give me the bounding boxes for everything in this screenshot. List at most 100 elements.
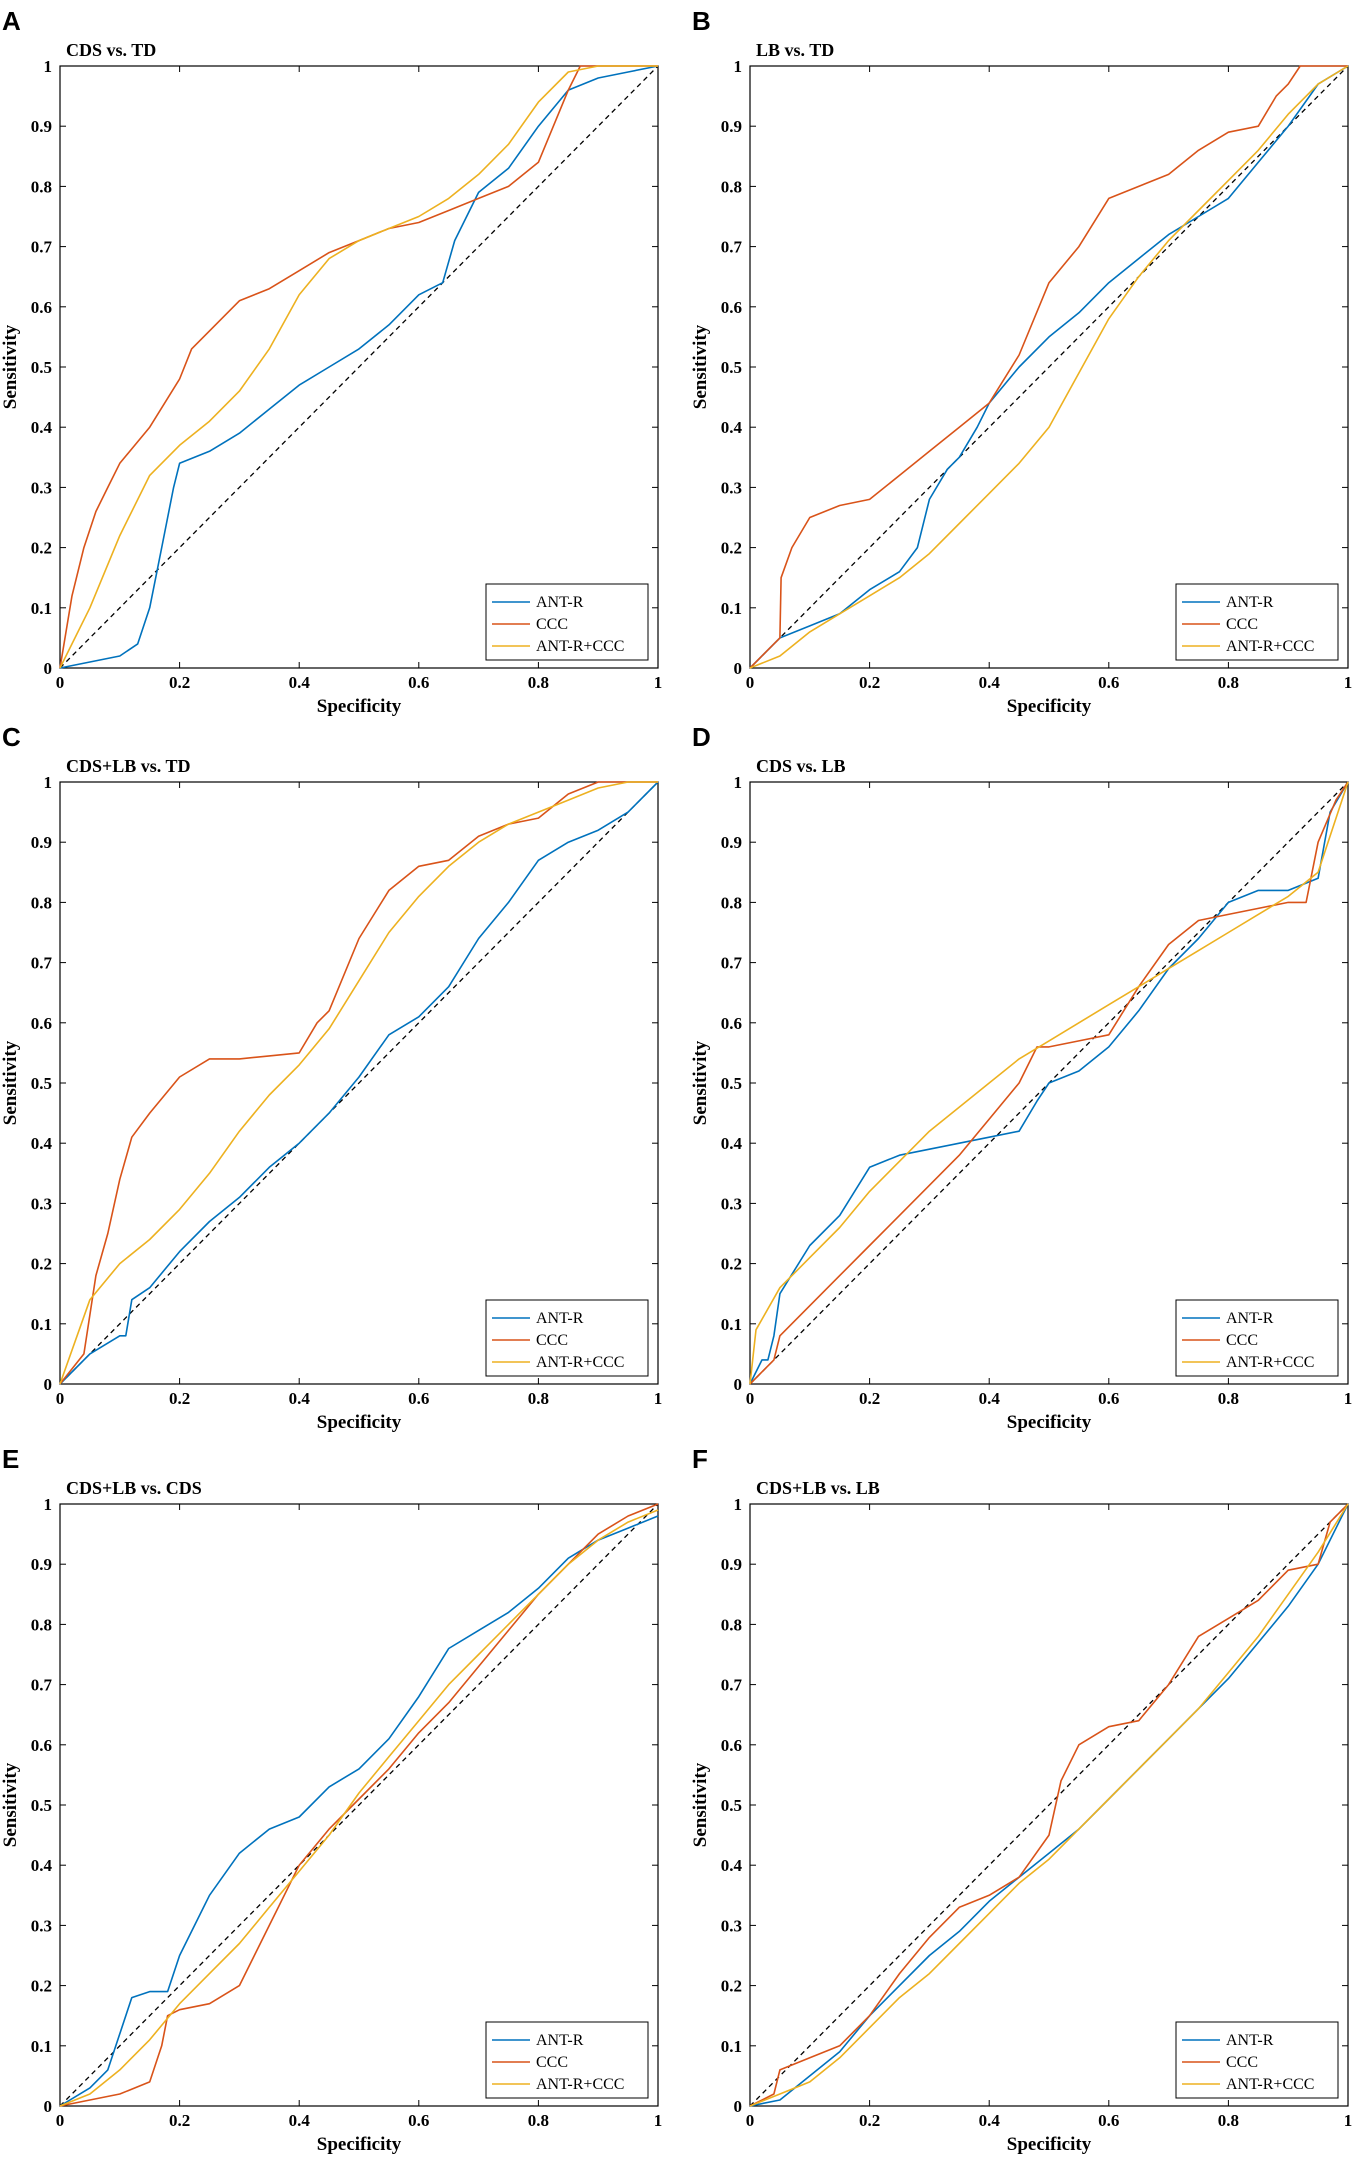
panel-e-xtick-label: 0.4 (289, 2111, 311, 2130)
panel-a-series-ant-r (59, 65, 659, 669)
panel-c-series-ant-r-ccc (59, 781, 658, 1385)
panel-d-title: CDS vs. LB (756, 756, 846, 776)
panel-d-series-ant-r-ccc (749, 781, 1349, 1385)
panel-d-legend (1175, 1299, 1339, 1377)
panel-f-group: F 0 0.1 0.2 0.3 0.4 0.5 0.6 0.7 0.8 0.9 1 0 0.2 0.4 0.6… (690, 1444, 1352, 2155)
panel-d-ytick-label: 0.2 (721, 1255, 742, 1274)
panel-e-xtick-label: 0 (56, 2111, 65, 2130)
panel-f-xtick-label: 0.8 (1218, 2111, 1239, 2130)
panel-c-group: C 0 0.1 0.2 0.3 0.4 0.5 0.6 0.7 0.8 0.9 1 0 0.2 0.4 0.6… (0, 722, 662, 1433)
panel-b-legend-label: ANT-R (1226, 594, 1274, 611)
panel-f-ytick-label: 0.3 (721, 1916, 742, 1935)
panel-a-xtick-label: 0 (56, 673, 65, 692)
panel-b-xtick-label: 0.6 (1098, 673, 1119, 692)
panel-a-title: CDS vs. TD (66, 40, 156, 60)
panel-b-series-ccc (749, 65, 1348, 669)
panel-c-ytick-label: 0.7 (31, 954, 53, 973)
panel-b-xtick-label: 1 (1344, 673, 1353, 692)
panel-b-title: LB vs. TD (756, 40, 834, 60)
panel-f-chance-line (749, 1503, 1349, 2107)
panel-c-chance-line (59, 781, 659, 1385)
panel-e-group: E 0 0.1 0.2 0.3 0.4 0.5 0.6 0.7 0.8 0.9 1 0 0.2 0.4 0.6… (0, 1444, 662, 2155)
panel-e-ytick-label: 0.8 (31, 1615, 52, 1634)
panel-f-ytick-label: 0.7 (721, 1676, 743, 1695)
panel-d-legend-label: CCC (1226, 1332, 1258, 1349)
panel-c-series-ant-r (59, 781, 659, 1385)
panel-e-series-ant-r-ccc (59, 1509, 659, 2107)
panel-a-ytick-label: 0.1 (31, 599, 52, 618)
panel-d-ylabel: Sensitivity (690, 1040, 711, 1125)
panel-e-ytick-label: 0.4 (31, 1856, 53, 1875)
panel-b-ytick-label: 0.1 (721, 599, 742, 618)
panel-e-ytick-label: 0.9 (31, 1555, 52, 1574)
panel-d-xtick-label: 0.4 (979, 1389, 1001, 1408)
panel-b-ytick-label: 0.3 (721, 478, 742, 497)
panel-c-series-ccc (59, 781, 658, 1385)
panel-a-chance-line (59, 65, 659, 669)
panel-c-ytick-label: 0.1 (31, 1315, 52, 1334)
panel-c-xtick-label: 1 (654, 1389, 663, 1408)
panel-f-title: CDS+LB vs. LB (756, 1478, 880, 1498)
panel-d-xtick-label: 1 (1344, 1389, 1353, 1408)
panel-e-ytick-label: 0.6 (31, 1736, 52, 1755)
panel-a-ytick-label: 0 (44, 659, 53, 678)
panel-e-legend (485, 2021, 649, 2099)
panel-d-xtick-label: 0.6 (1098, 1389, 1119, 1408)
panel-d-ytick-label: 0.1 (721, 1315, 742, 1334)
panel-c-legend-label: ANT-R+CCC (536, 1354, 624, 1371)
panel-e-ytick-label: 0.5 (31, 1796, 52, 1815)
panel-f-xlabel: Specificity (1007, 2134, 1092, 2155)
panel-c-legend (485, 1299, 649, 1377)
panel-f-xtick-label: 1 (1344, 2111, 1353, 2130)
panel-a-ytick-label: 0.6 (31, 298, 52, 317)
panel-c-ytick-label: 0.9 (31, 833, 52, 852)
panel-a-xtick-label: 0.8 (528, 673, 549, 692)
panel-f-ytick-label: 0.5 (721, 1796, 742, 1815)
panel-d-ytick-label: 0.5 (721, 1074, 742, 1093)
panel-e-xtick-label: 1 (654, 2111, 663, 2130)
panel-d-xtick-label: 0.8 (1218, 1389, 1239, 1408)
panel-b-ytick-label: 0 (734, 659, 743, 678)
panel-c-ytick-label: 0.4 (31, 1134, 53, 1153)
panel-f-xtick-label: 0.4 (979, 2111, 1001, 2130)
panel-e-series-ant-r (59, 1515, 659, 2107)
panel-d-group: D 0 0.1 0.2 0.3 0.4 0.5 0.6 0.7 0.8 0.9 1 0 0.2 0.4 0.6… (690, 722, 1352, 1433)
panel-a-ytick-label: 1 (44, 57, 53, 76)
panel-e-ytick-label: 0.3 (31, 1916, 52, 1935)
panel-f-xtick-label: 0.6 (1098, 2111, 1119, 2130)
panel-f-xtick-label: 0.2 (859, 2111, 880, 2130)
panel-d-ytick-label: 1 (734, 773, 743, 792)
panel-d-legend-label: ANT-R+CCC (1226, 1354, 1314, 1371)
panel-b-xlabel: Specificity (1007, 696, 1092, 717)
panel-c-legend-label: ANT-R (536, 1310, 584, 1327)
panel-e-xtick-label: 0.2 (169, 2111, 190, 2130)
panel-c-ytick-label: 0.8 (31, 893, 52, 912)
panel-d-xtick-label: 0.2 (859, 1389, 880, 1408)
panel-d-ytick-label: 0.7 (721, 954, 743, 973)
panel-c-xtick-label: 0.8 (528, 1389, 549, 1408)
panel-f-xtick-label: 0 (746, 2111, 755, 2130)
panel-c-title: CDS+LB vs. TD (66, 756, 190, 776)
panel-f-letter: F (692, 1444, 708, 1474)
panel-b-ytick-label: 0.7 (721, 238, 743, 257)
panel-e-letter: E (2, 1444, 19, 1474)
panel-e-xlabel: Specificity (317, 2134, 402, 2155)
panel-d-xtick-label: 0 (746, 1389, 755, 1408)
panel-b-series-ant-r-ccc (749, 65, 1349, 669)
panel-b-series-ant-r (749, 65, 1349, 669)
panel-f-ytick-label: 0.1 (721, 2037, 742, 2056)
panel-c-legend-label: CCC (536, 1332, 568, 1349)
panel-a-ylabel: Sensitivity (0, 324, 21, 409)
panel-c-xtick-label: 0.6 (408, 1389, 429, 1408)
panel-b-ytick-label: 0.5 (721, 358, 742, 377)
panel-b-ylabel: Sensitivity (690, 324, 711, 409)
panel-b-ytick-label: 0.6 (721, 298, 742, 317)
panel-a-xtick-label: 0.2 (169, 673, 190, 692)
panel-b-xtick-label: 0.4 (979, 673, 1001, 692)
panel-c-xtick-label: 0.2 (169, 1389, 190, 1408)
panel-a-xtick-label: 1 (654, 673, 663, 692)
panel-c-ytick-label: 0.5 (31, 1074, 52, 1093)
panel-e-ylabel: Sensitivity (0, 1762, 21, 1847)
panel-c-letter: C (2, 722, 21, 752)
